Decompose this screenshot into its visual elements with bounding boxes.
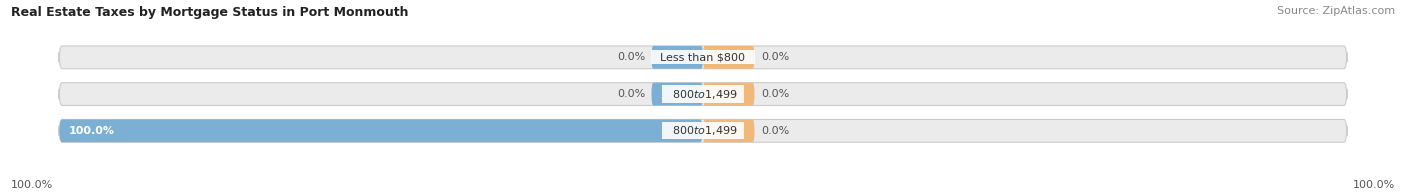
Text: 100.0%: 100.0%	[11, 180, 53, 190]
FancyBboxPatch shape	[703, 119, 755, 142]
Text: $800 to $1,499: $800 to $1,499	[665, 124, 741, 137]
Text: 0.0%: 0.0%	[761, 89, 789, 99]
Text: $800 to $1,499: $800 to $1,499	[665, 88, 741, 101]
Text: 0.0%: 0.0%	[761, 52, 789, 62]
Text: Less than $800: Less than $800	[654, 52, 752, 62]
FancyBboxPatch shape	[59, 119, 703, 142]
FancyBboxPatch shape	[651, 46, 703, 69]
Text: 0.0%: 0.0%	[617, 89, 645, 99]
FancyBboxPatch shape	[59, 119, 1347, 142]
FancyBboxPatch shape	[59, 46, 1347, 69]
FancyBboxPatch shape	[651, 83, 703, 105]
Text: 0.0%: 0.0%	[761, 126, 789, 136]
Text: 100.0%: 100.0%	[69, 126, 115, 136]
Text: Real Estate Taxes by Mortgage Status in Port Monmouth: Real Estate Taxes by Mortgage Status in …	[11, 6, 409, 19]
FancyBboxPatch shape	[703, 83, 755, 105]
FancyBboxPatch shape	[59, 83, 1347, 105]
Text: 100.0%: 100.0%	[1353, 180, 1395, 190]
Text: 0.0%: 0.0%	[617, 52, 645, 62]
Text: Source: ZipAtlas.com: Source: ZipAtlas.com	[1277, 6, 1395, 16]
FancyBboxPatch shape	[703, 46, 755, 69]
Legend: Without Mortgage, With Mortgage: Without Mortgage, With Mortgage	[579, 193, 827, 196]
